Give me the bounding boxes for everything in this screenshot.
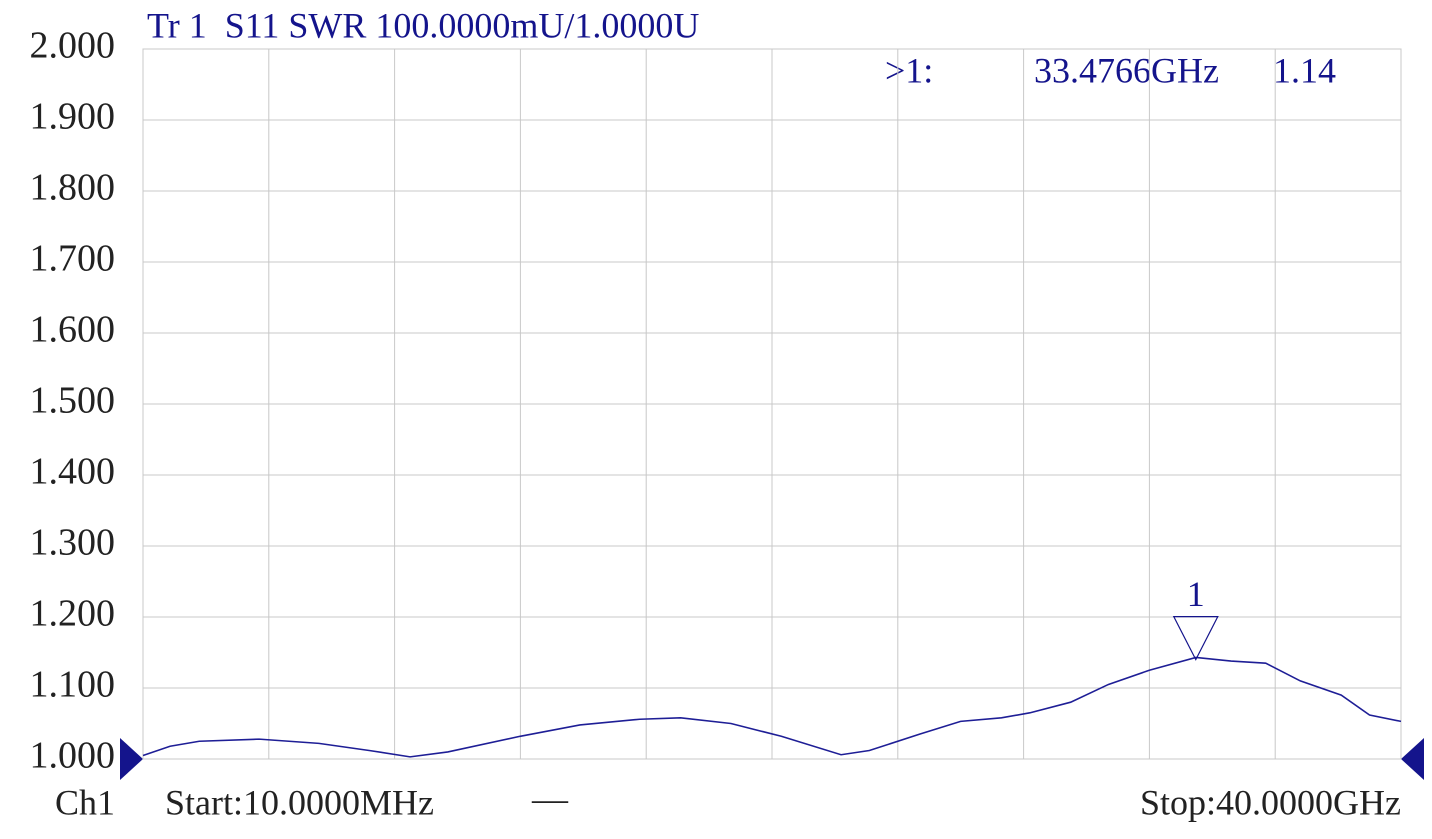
- y-tick-label: 1.800: [30, 167, 116, 209]
- reference-arrow-right: [1401, 738, 1424, 780]
- y-tick-label: 1.400: [30, 451, 116, 493]
- reference-arrow-left: [120, 738, 143, 780]
- trace-title: Tr 1 S11 SWR 100.0000mU/1.0000U: [147, 5, 699, 45]
- y-tick-label: 1.500: [30, 380, 116, 422]
- y-tick-label: 1.700: [30, 238, 116, 280]
- y-tick-label: 1.100: [30, 664, 116, 706]
- y-tick-label: 1.600: [30, 309, 116, 351]
- y-tick-label: 1.000: [30, 735, 116, 777]
- trace-indicator: —: [531, 778, 569, 818]
- y-tick-label: 1.900: [30, 96, 116, 138]
- y-tick-label: 1.300: [30, 522, 116, 564]
- channel-label: Ch1: [55, 782, 115, 822]
- marker-label: 1: [1187, 574, 1205, 614]
- marker-readout-freq: 33.4766GHz: [1034, 50, 1219, 90]
- stop-label: Stop:40.0000GHz: [1140, 782, 1401, 822]
- marker-triangle: [1172, 615, 1219, 661]
- start-label: Start:10.0000MHz: [165, 782, 434, 822]
- marker-readout-id: >1:: [885, 50, 933, 90]
- y-tick-label: 2.000: [30, 25, 116, 67]
- y-tick-label: 1.200: [30, 593, 116, 635]
- marker-readout-value: 1.14: [1273, 50, 1336, 90]
- trace-line: [142, 656, 1402, 758]
